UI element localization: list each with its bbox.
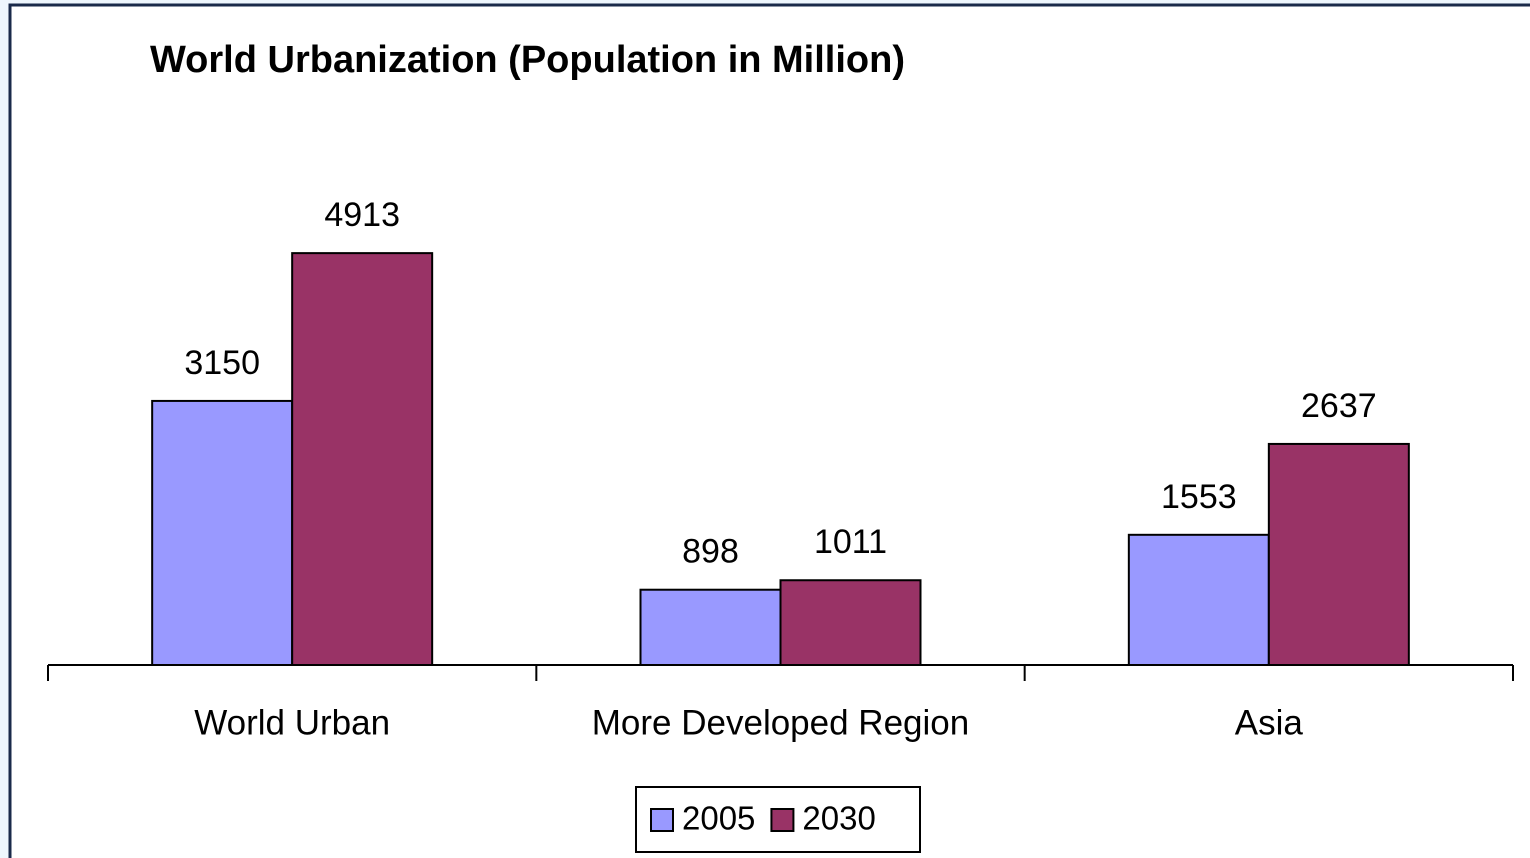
legend-label: 2005 [682,800,755,837]
value-label: 1553 [1161,478,1237,516]
bar [291,252,434,666]
value-label: 1011 [814,523,887,561]
x-tick-label: More Developed Region [592,703,969,742]
x-tick-label: Asia [1235,703,1304,742]
legend-label: 2030 [802,800,875,837]
bar [639,588,782,666]
bar [151,399,294,666]
legend-swatch [650,808,674,832]
x-tick-label: World Urban [194,703,390,742]
value-label: 898 [682,533,739,571]
bar [1267,442,1410,666]
bar [1127,533,1270,666]
legend-swatch [770,808,795,832]
chart-title: World Urbanization (Population in Millio… [150,39,905,81]
value-label: 3150 [184,344,260,382]
value-label: 2637 [1301,387,1377,425]
value-label: 4913 [324,196,400,234]
bar [779,579,922,667]
